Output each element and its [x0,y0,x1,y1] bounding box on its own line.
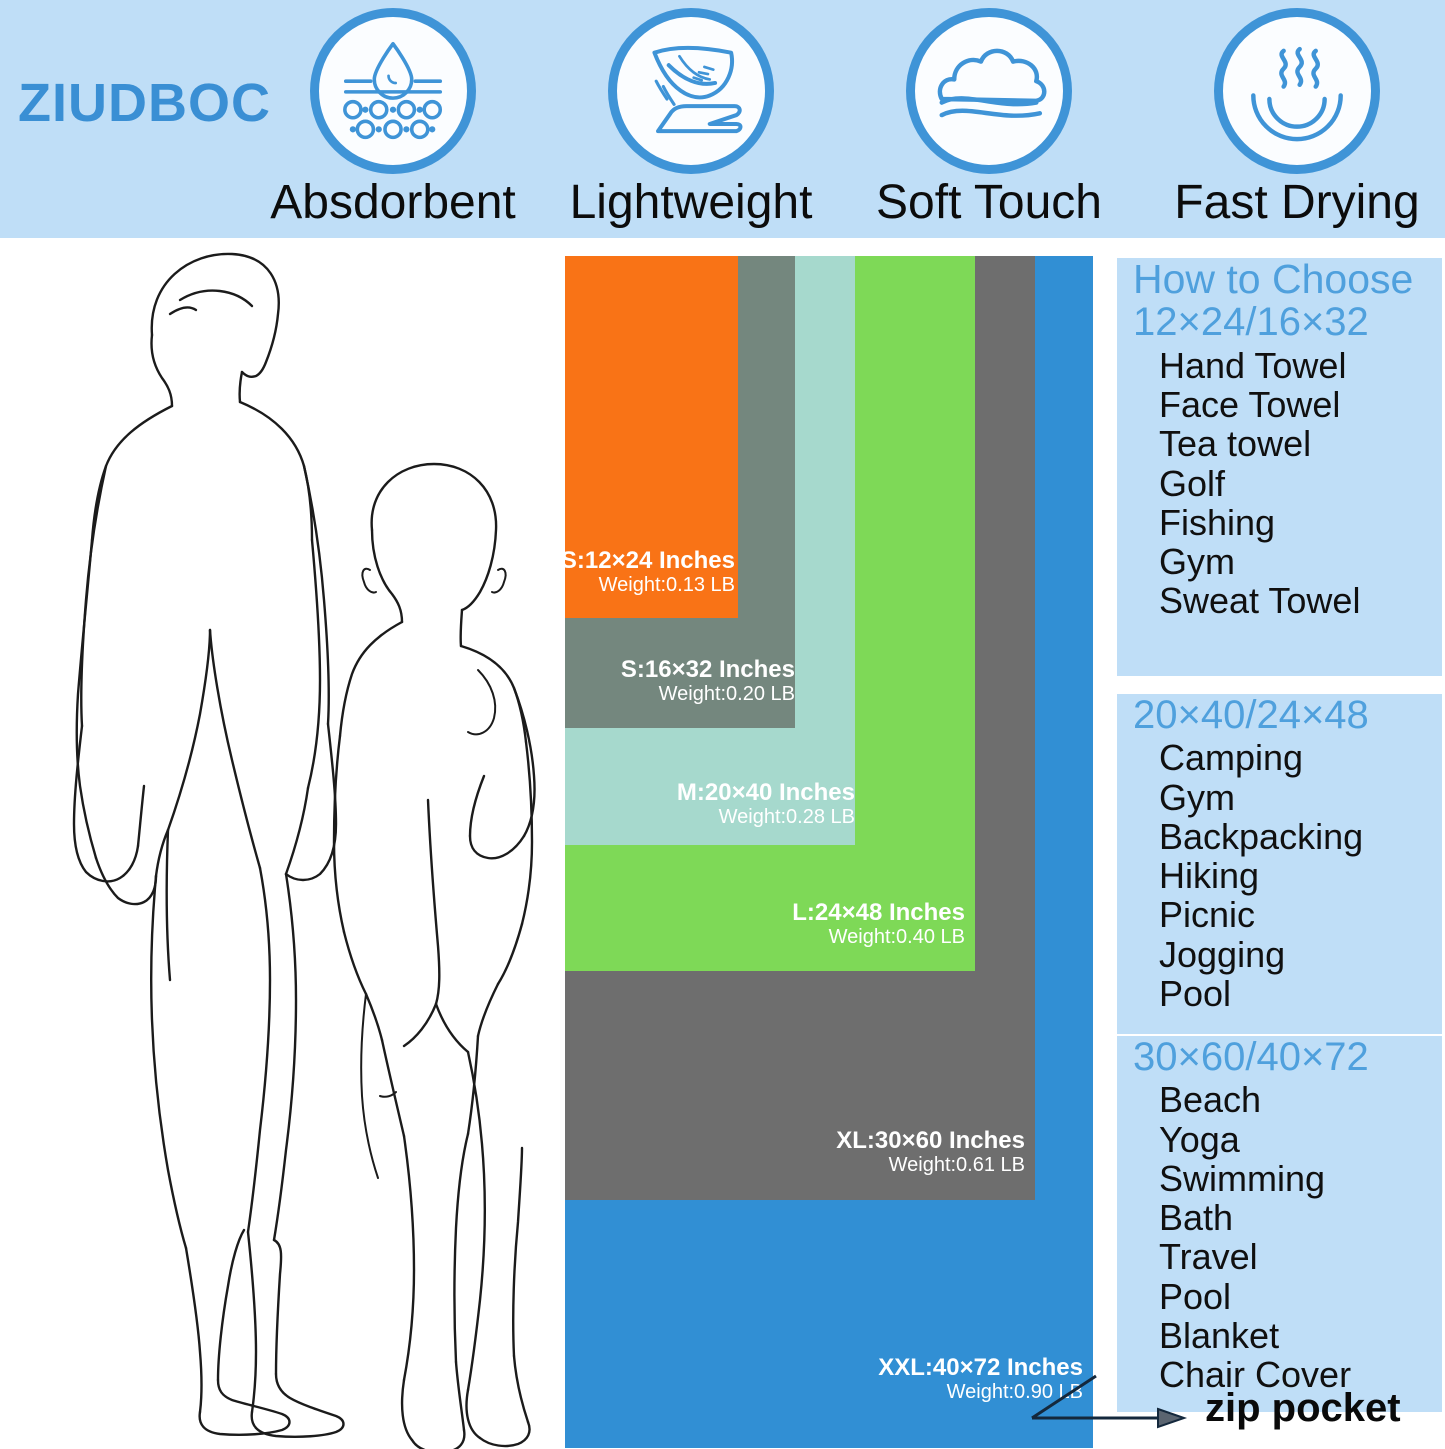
cloud-wave-icon [906,8,1072,174]
towel-rect-xs [565,256,738,618]
panel-use-list-2: Camping Gym Backpacking Hiking Picnic Jo… [1117,736,1442,1019]
panel-title-2: 20×40/24×48 [1133,693,1369,737]
how-to-choose-heading: How to Choose [1133,256,1414,302]
towel-size-xs: XS:12×24 Inches [544,547,735,574]
panel-title-3: 30×60/40×72 [1133,1035,1369,1079]
water-drop-absorbent-icon [310,8,476,174]
brand-logo: ZIUDBOC [18,73,271,133]
feature-lightweight: Lightweight [570,8,812,238]
towel-size-xl: XL:30×60 Inches [836,1127,1025,1154]
list-item: Bath [1159,1197,1234,1239]
steam-arcs-icon [1214,8,1380,174]
feature-absorbent: Absdorbent [270,8,516,238]
towel-size-xxl: XXL:40×72 Inches [878,1354,1083,1381]
list-item: Chair Cover [1159,1354,1352,1396]
feature-label: Soft Touch [876,176,1102,229]
list-item: Sweat Towel [1159,580,1361,622]
list-item: Tea towel [1159,423,1312,465]
arrowhead-icon [1157,1407,1188,1429]
towel-size-s: S:16×32 Inches [620,656,795,683]
list-item: Jogging [1159,933,1286,975]
towel-weight-s: Weight:0.20 LB [658,683,795,706]
list-item: Gym [1159,776,1235,818]
feature-soft-touch: Soft Touch [876,8,1102,238]
list-item: Blanket [1159,1314,1280,1356]
list-item: Camping [1159,737,1304,779]
list-item: Yoga [1159,1118,1240,1160]
towel-weight-xxl: Weight:0.90 LB [946,1381,1083,1404]
list-item: Travel [1159,1236,1258,1278]
header-banner: ZIUDBOC [0,0,1445,238]
list-item: Gym [1159,541,1235,583]
list-item: Face Towel [1159,384,1341,426]
feature-fast-drying: Fast Drying [1174,8,1420,238]
panel-title-1: 12×24/16×32 [1133,300,1369,345]
how-to-choose-panel-2: 20×40/24×48 Camping Gym Backpacking Hiki… [1117,694,1442,1034]
panel-use-list-1: Hand Towel Face Towel Tea towel Golf Fis… [1117,344,1442,627]
feature-label: Absdorbent [270,176,516,229]
towel-label-xs: XS:12×24 Inches Weight:0.13 LB [545,548,735,597]
feature-label: Lightweight [569,176,813,229]
towel-label-xxl: XXL:40×72 Inches Weight:0.90 LB [878,1355,1083,1404]
how-to-choose-panel-1: How to Choose 12×24/16×32 Hand Towel Fac… [1117,256,1442,676]
list-item: Hiking [1159,855,1260,897]
list-item: Backpacking [1159,815,1364,857]
how-to-choose-panel-3: 30×60/40×72 Beach Yoga Swimming Bath Tra… [1117,1036,1442,1412]
towel-weight-xl: Weight:0.61 LB [888,1154,1025,1177]
list-item: Golf [1159,462,1226,504]
panel-use-list-3: Beach Yoga Swimming Bath Travel Pool Bla… [1117,1078,1442,1400]
towel-label-m: M:20×40 Inches Weight:0.28 LB [677,780,855,829]
towel-weight-m: Weight:0.28 LB [718,806,855,829]
human-figures-illustration [20,240,560,1449]
zip-pocket-annotation: zip pocket [1030,1368,1445,1449]
zip-pocket-label: zip pocket [1205,1386,1401,1430]
list-item: Beach [1159,1079,1262,1121]
towel-label-l: L:24×48 Inches Weight:0.40 LB [792,900,965,949]
towel-weight-l: Weight:0.40 LB [828,926,965,949]
zip-pocket-arrow-icon [1031,1374,1188,1429]
towel-size-m: M:20×40 Inches [676,779,855,806]
towel-label-s: S:16×32 Inches Weight:0.20 LB [621,657,795,706]
towel-label-xl: XL:30×60 Inches Weight:0.61 LB [836,1128,1025,1177]
list-item: Pool [1159,1275,1232,1317]
list-item: Fishing [1159,501,1276,543]
list-item: Picnic [1159,894,1256,936]
list-item: Pool [1159,972,1232,1014]
feather-on-hand-icon [608,8,774,174]
towel-weight-xs: Weight:0.13 LB [598,574,735,597]
list-item: Swimming [1159,1157,1326,1199]
list-item: Hand Towel [1159,344,1347,386]
feature-label: Fast Drying [1174,176,1420,229]
towel-size-l: L:24×48 Inches [792,899,965,926]
